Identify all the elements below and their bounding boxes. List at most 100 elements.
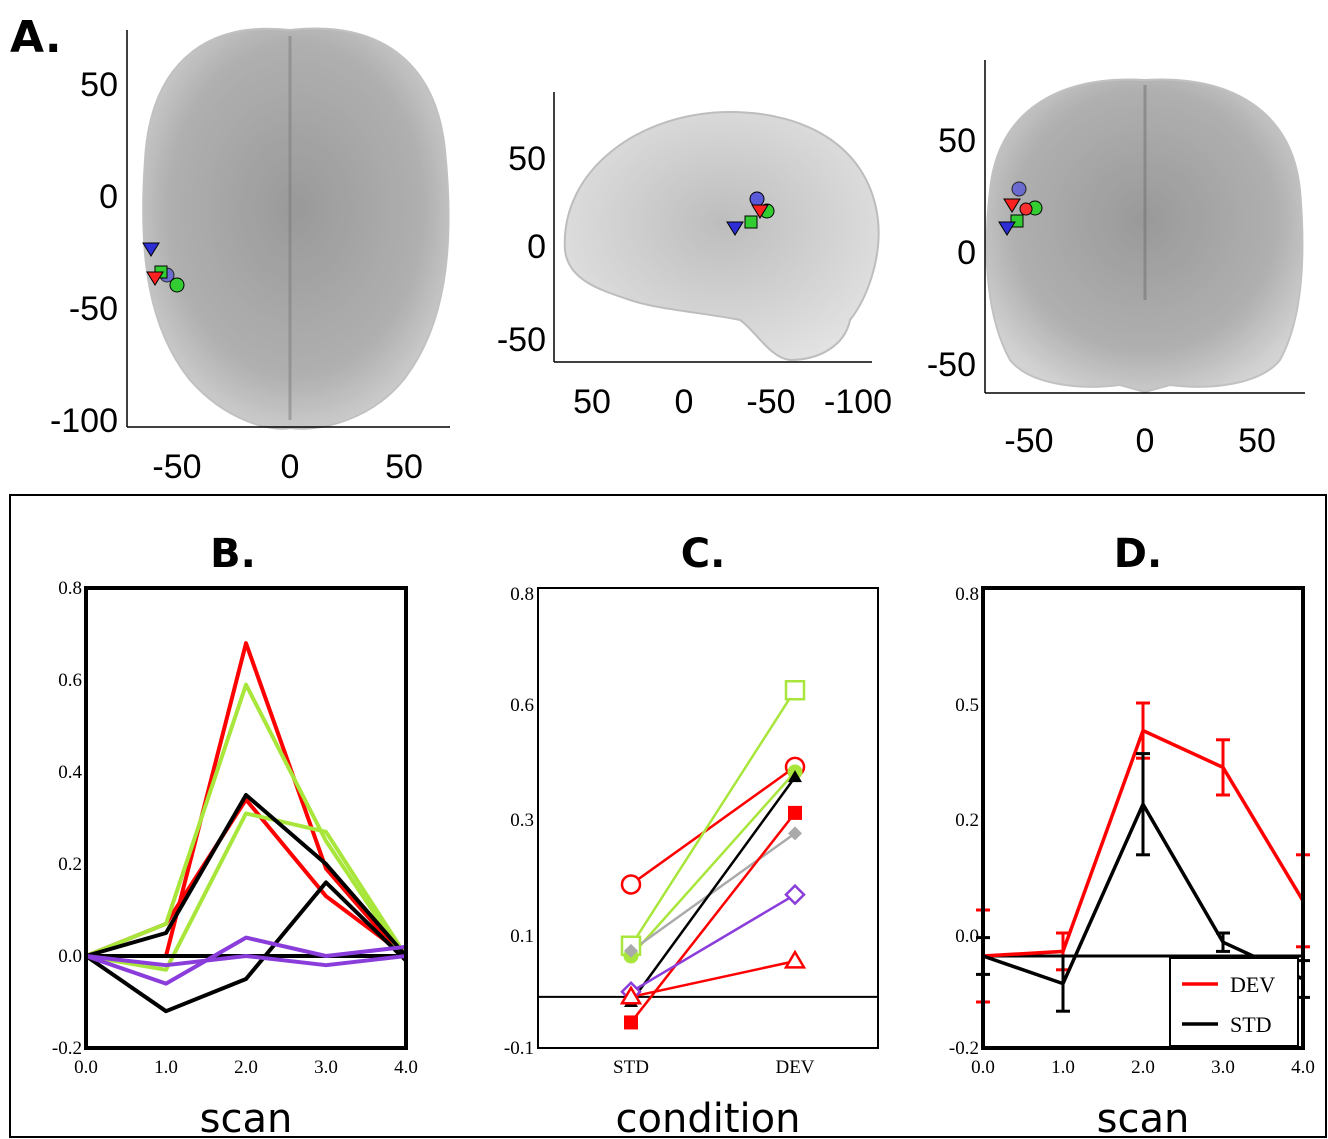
view2-y-tick: 0 <box>527 228 546 266</box>
marker-open-circle <box>620 874 642 895</box>
brain-sagittal-image <box>563 110 880 362</box>
y-tick-label: 0.0 <box>58 946 82 967</box>
series-line <box>630 771 796 957</box>
x-tick-label: 4.0 <box>1291 1057 1315 1078</box>
marker-filled-diamond <box>788 826 802 841</box>
legend-label: STD <box>1230 1012 1272 1037</box>
brain-view-coronal: -50 0 50 50 0 -50 <box>927 60 1305 460</box>
view2-y-tick: -50 <box>497 321 546 359</box>
view2-x-tick: -100 <box>824 383 892 421</box>
panel-a-label: A. <box>10 12 62 63</box>
y-tick-label: 0.4 <box>58 762 82 783</box>
x-tick-label: DEV <box>775 1057 814 1078</box>
view1-y-tick: -100 <box>50 402 118 440</box>
view2-x-tick: 50 <box>573 383 611 421</box>
series-line <box>85 935 407 986</box>
view1-x-tick: 0 <box>281 448 300 486</box>
x-tick-label: 0.0 <box>971 1057 995 1078</box>
brain-view-sagittal: 50 0 -50 -100 50 0 -50 <box>497 92 892 421</box>
x-tick-label: STD <box>613 1057 649 1078</box>
series-line <box>629 776 797 1003</box>
marker-red-triangle <box>146 271 164 286</box>
series-line <box>85 811 408 972</box>
series-line <box>630 893 796 993</box>
y-tick-label: -0.2 <box>52 1038 82 1059</box>
series-line <box>85 793 408 958</box>
view1-y-tick: 50 <box>80 66 118 104</box>
x-tick-label: 0.0 <box>74 1057 98 1078</box>
legend: DEV STD <box>1169 957 1299 1047</box>
view3-x-tick: 50 <box>1238 422 1276 460</box>
marker-red-triangle <box>751 204 769 219</box>
marker-blue-triangle <box>726 221 744 236</box>
view3-x-tick: 0 <box>1136 422 1155 460</box>
marker-green-circle <box>169 277 185 293</box>
brain-axial-image <box>142 27 450 430</box>
marker-open-diamond <box>784 883 806 906</box>
view3-y-tick: 50 <box>938 122 976 160</box>
x-axis-label: condition <box>616 1096 801 1139</box>
panel-b-title: B. <box>210 531 256 577</box>
x-axis-label: scan <box>1097 1096 1190 1139</box>
plot-frame <box>84 586 408 1050</box>
view3-y-tick: 0 <box>957 234 976 272</box>
y-tick-label: -0.1 <box>504 1038 534 1059</box>
x-tick-label: 2.0 <box>234 1057 258 1078</box>
y-tick-label: 0.6 <box>58 670 82 691</box>
y-tick-label: 0.6 <box>510 695 534 716</box>
marker-blue-circle <box>1011 181 1027 197</box>
view1-x-tick: -50 <box>152 448 201 486</box>
view1-y-tick: 0 <box>99 178 118 216</box>
view1-y-tick: -50 <box>69 290 118 328</box>
series-line <box>85 682 408 962</box>
x-tick-label: 3.0 <box>1211 1057 1235 1078</box>
marker-open-triangle <box>619 985 643 1005</box>
marker-filled-square <box>788 805 802 820</box>
source-markers-view2 <box>726 191 775 236</box>
series-line <box>630 959 796 999</box>
marker-green-square <box>744 215 758 229</box>
marker-red-triangle <box>1003 198 1021 213</box>
series-line <box>630 812 796 1024</box>
y-tick-label: 0.3 <box>510 810 534 831</box>
y-tick-label: -0.2 <box>949 1038 979 1059</box>
plot-frame <box>981 586 1305 1050</box>
y-tick-label: 0.8 <box>58 578 82 599</box>
y-tick-label: 0.1 <box>510 926 534 947</box>
marker-blue-circle <box>749 191 765 207</box>
chart-c: 0.8 0.6 0.3 0.1 -0.1 STD DEV condition <box>504 584 879 1139</box>
legend-box <box>1169 957 1299 1047</box>
marker-filled-triangle <box>788 770 802 783</box>
series-line <box>630 765 796 886</box>
source-markers-view1 <box>142 242 185 293</box>
x-tick-label: 1.0 <box>1051 1057 1075 1078</box>
legend-label: DEV <box>1230 972 1275 997</box>
marker-open-square <box>784 679 806 701</box>
y-tick-label: 0.5 <box>955 695 979 716</box>
series-line <box>630 832 796 952</box>
view2-x-tick: -50 <box>746 383 795 421</box>
panel-c-title: C. <box>681 531 726 577</box>
view1-x-tick: 50 <box>385 448 423 486</box>
y-tick-label: 0.2 <box>955 810 979 831</box>
marker-blue-triangle <box>142 242 160 257</box>
series-line <box>85 954 407 968</box>
marker-blue-triangle <box>998 221 1016 236</box>
y-tick-label: 0.8 <box>955 584 979 605</box>
marker-open-triangle <box>783 949 807 969</box>
panel-d-title: D. <box>1114 531 1162 577</box>
x-tick-label: 2.0 <box>1131 1057 1155 1078</box>
x-tick-label: 3.0 <box>314 1057 338 1078</box>
x-axis-label: scan <box>200 1096 293 1139</box>
x-tick-label: 1.0 <box>154 1057 178 1078</box>
source-markers-view3 <box>998 181 1043 236</box>
view3-x-tick: -50 <box>1004 422 1053 460</box>
view2-x-tick: 0 <box>675 383 694 421</box>
y-tick-label: 0.8 <box>510 584 534 605</box>
series-line <box>84 880 408 1014</box>
x-tick-label: 4.0 <box>394 1057 418 1078</box>
brain-view-axial: -50 0 50 50 0 -50 -100 <box>50 27 450 486</box>
